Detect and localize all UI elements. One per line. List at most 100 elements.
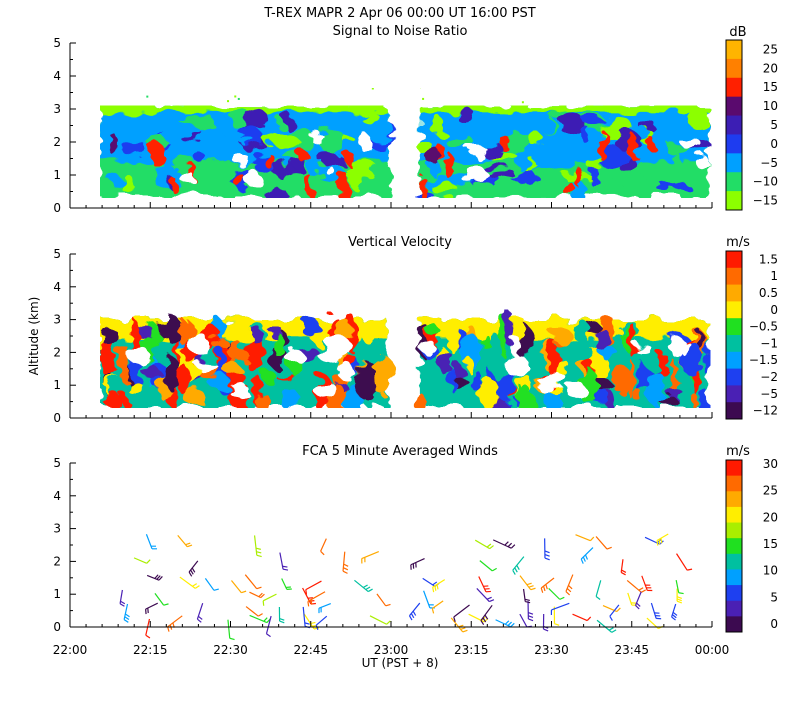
wind-barb-tick	[311, 600, 312, 605]
colorbar-label: 0.5	[759, 286, 778, 300]
wind-barb	[321, 539, 327, 552]
field-gap	[359, 134, 372, 152]
field-speckle	[589, 68, 591, 70]
wind-barb	[677, 554, 688, 571]
wind-barb	[480, 561, 493, 571]
field-patch	[597, 329, 611, 354]
field-patch	[118, 344, 129, 383]
field-patch	[687, 109, 709, 128]
field-patch	[354, 366, 373, 398]
wind-barb-tick	[657, 541, 658, 546]
field-gap	[634, 344, 652, 353]
field-core	[500, 136, 511, 152]
field-patch	[510, 175, 540, 182]
field-core	[232, 173, 246, 185]
field-gap	[311, 133, 324, 145]
wind-barb-tick	[386, 604, 391, 605]
wind-barb-tick	[677, 597, 682, 599]
x-tick-label: 00:00	[695, 643, 730, 657]
field-gap	[545, 372, 566, 388]
colorbar-label: 5	[770, 590, 778, 604]
wind-barb-tick	[314, 628, 319, 629]
field-gap	[466, 145, 486, 153]
x-tick-label: 22:45	[293, 643, 328, 657]
wind-barb-tick	[230, 638, 235, 639]
wind-barb-tick	[513, 570, 516, 574]
y-axis-label: Altitude (km)	[27, 297, 41, 376]
wind-barb-tick	[568, 585, 572, 588]
field-patch	[518, 150, 529, 173]
wind-barb-tick	[192, 568, 195, 572]
field-core	[264, 155, 277, 169]
wind-barb-tick	[195, 586, 199, 589]
field-patch	[517, 384, 523, 413]
field-patch	[273, 136, 300, 148]
field-patch	[628, 323, 636, 357]
wind-barb-tick	[411, 613, 414, 617]
field-patch	[426, 323, 438, 337]
wind-barb-tick	[283, 569, 288, 570]
field-core	[646, 137, 655, 150]
field-core	[344, 150, 353, 165]
y-tick-label: 4	[53, 69, 61, 83]
y-tick-label: 5	[53, 456, 61, 470]
colorbar-label: 20	[763, 61, 778, 75]
wind-barb-tick	[198, 616, 202, 619]
field-patch	[670, 111, 685, 120]
field-patch	[176, 365, 191, 394]
colorbar-label: 0	[770, 137, 778, 151]
y-tick-label: 1	[53, 378, 61, 392]
wind-barb	[316, 616, 327, 625]
colorbar-label: −0.5	[749, 320, 778, 334]
wind-barb-tick	[517, 565, 520, 569]
colorbar-swatch	[726, 318, 742, 335]
wind-barb	[231, 581, 241, 593]
wind-barb-tick	[164, 604, 169, 605]
field-speckle	[372, 87, 374, 89]
colorbar-swatch	[726, 507, 742, 523]
wind-barb-tick	[387, 621, 391, 624]
wind-barb-tick	[308, 598, 313, 599]
wind-barb-tick	[120, 604, 124, 607]
field-patch	[88, 178, 115, 195]
field-gap	[467, 166, 486, 183]
wind-barb-tick	[545, 555, 550, 557]
wind-barb-tick	[531, 588, 536, 589]
wind-barb-tick	[435, 586, 436, 591]
wind-barb-tick	[581, 559, 583, 564]
wind-barb-tick	[266, 634, 270, 637]
wind-barb-tick	[241, 591, 246, 593]
wind-barb-tick	[544, 586, 545, 591]
colorbar-label: 25	[763, 484, 778, 498]
wind-barb-tick	[168, 627, 169, 632]
colorbar-swatch	[726, 601, 742, 617]
y-tick-label: 0	[53, 201, 61, 215]
field-patch	[219, 182, 238, 199]
wind-barb-tick	[263, 601, 264, 606]
field-patch	[246, 108, 266, 129]
wind-barb-tick	[659, 539, 660, 544]
field-patch	[416, 394, 427, 413]
wind-barb-tick	[609, 628, 613, 630]
y-tick-label: 2	[53, 135, 61, 149]
wind-barb-tick	[566, 592, 570, 595]
field-patch	[123, 175, 134, 195]
field-patch	[230, 349, 250, 360]
field-gap	[328, 335, 349, 355]
wind-barb	[576, 535, 591, 541]
field-patch	[332, 318, 351, 338]
field-patch	[276, 366, 288, 379]
wind-barb	[134, 558, 147, 563]
field-gap	[315, 380, 336, 399]
field-patch	[508, 133, 531, 146]
wind-barb	[266, 616, 271, 634]
y-tick-label: 2	[53, 345, 61, 359]
field-patch	[372, 355, 394, 396]
y-tick-label: 5	[53, 36, 61, 50]
field-gap	[246, 172, 262, 189]
wind-barb-tick	[567, 588, 571, 591]
wind-barb-tick	[321, 551, 325, 555]
x-tick-label: 23:00	[374, 643, 409, 657]
field-speckle	[575, 45, 577, 47]
